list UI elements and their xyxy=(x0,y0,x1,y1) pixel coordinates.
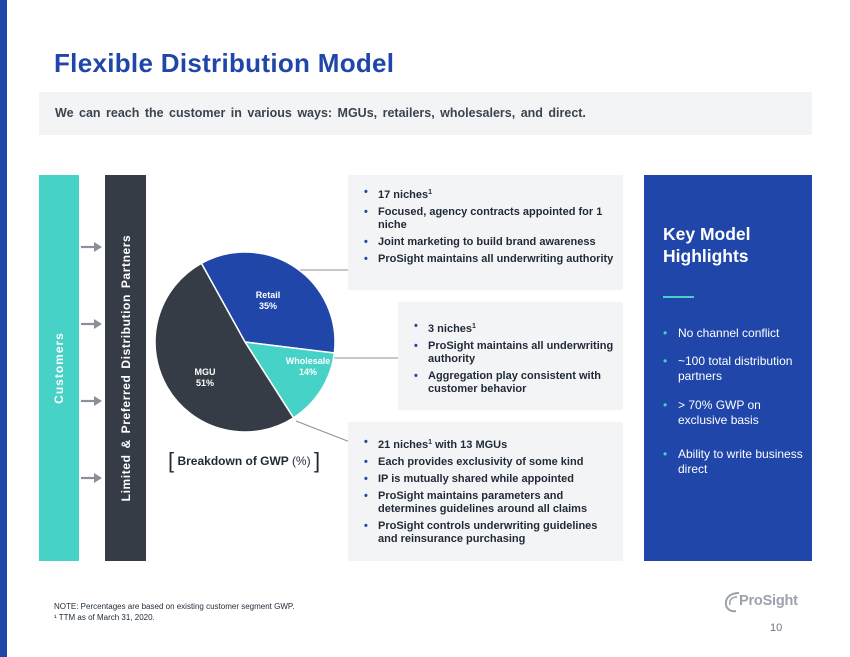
list-item: • Ability to write business direct xyxy=(663,447,803,476)
list-item: • ProSight maintains all underwriting aut… xyxy=(414,340,614,365)
arrow-right-icon xyxy=(81,473,102,483)
list-item: • ~100 total distribution partners xyxy=(663,354,793,383)
left-accent-strip xyxy=(0,0,7,657)
key-highlights-panel: Key Model Highlights • No channel conflic… xyxy=(644,175,812,561)
arrow-right-icon xyxy=(81,319,102,329)
subtitle-banner: We can reach the customer in various way… xyxy=(39,92,812,135)
pie-slice-retail xyxy=(200,251,336,354)
highlights-title: Key Model Highlights xyxy=(663,224,751,266)
list-item: • ProSight maintains parameters and deter… xyxy=(364,490,588,515)
customers-label: Customers xyxy=(52,332,66,404)
highlights-list: • No channel conflict • ~100 total distrib… xyxy=(663,326,803,477)
list-item: • ProSight controls underwriting guidelin… xyxy=(364,520,598,545)
list-item: • Aggregation play consistent with custom… xyxy=(414,370,601,395)
page-number: 10 xyxy=(770,622,783,634)
list-item: • 17 niches1 xyxy=(364,186,433,201)
list-item: • Focused, agency contracts appointed for… xyxy=(364,206,603,231)
footnote: NOTE: Percentages are based on existing … xyxy=(54,602,295,622)
pie-value-retail: 35% xyxy=(259,301,277,311)
list-item: • IP is mutually shared while appointed xyxy=(364,473,575,485)
pie-label-wholesale: Wholesale xyxy=(286,356,331,366)
pie-caption-unit: (%) xyxy=(291,454,311,468)
pie-label-mgu: MGU xyxy=(195,367,216,377)
pie-label-retail: Retail xyxy=(256,290,281,300)
logo-swirl-icon xyxy=(724,592,740,613)
subtitle-text: We can reach the customer in various way… xyxy=(55,106,586,120)
partners-column: Limited & Preferred Distribution Partner… xyxy=(105,175,146,561)
pie-value-mgu: 51% xyxy=(196,378,214,388)
prosight-logo: ProSight xyxy=(723,588,813,616)
pie-caption: [ Breakdown of GWP (%) ] xyxy=(168,448,320,474)
pie-value-wholesale: 14% xyxy=(299,367,317,377)
list-item: • Each provides exclusivity of some kind xyxy=(364,456,584,468)
retail-callout: • 17 niches1 • Focused, agency contracts a… xyxy=(348,175,623,290)
page-title: Flexible Distribution Model xyxy=(54,48,395,78)
list-item: • 21 niches1 with 13 MGUs xyxy=(364,436,508,451)
wholesale-callout: • 3 niches1 • ProSight maintains all under… xyxy=(398,302,623,410)
list-item: • No channel conflict xyxy=(663,326,780,340)
right-bracket: ] xyxy=(313,448,321,473)
pie-caption-main: Breakdown of GWP xyxy=(177,454,289,468)
left-bracket: [ xyxy=(168,448,175,473)
mgu-callout: • 21 niches1 with 13 MGUs • Each provides … xyxy=(348,422,623,561)
list-item: • Joint marketing to build brand awarenes… xyxy=(364,236,596,248)
list-item: • ProSight maintains all underwriting aut… xyxy=(364,253,614,265)
logo-text: ProSight xyxy=(739,593,798,609)
pie-slice-wholesale xyxy=(243,341,336,419)
list-item: • > 70% GWP on exclusive basis xyxy=(663,398,761,427)
list-item: • 3 niches1 xyxy=(414,320,476,335)
arrow-right-icon xyxy=(81,396,102,406)
pie-slice-mgu xyxy=(154,262,295,433)
partners-label: Limited & Preferred Distribution Partner… xyxy=(118,234,133,502)
customers-column: Customers xyxy=(39,175,79,561)
arrow-right-icon xyxy=(81,242,102,252)
highlights-divider xyxy=(663,296,694,298)
